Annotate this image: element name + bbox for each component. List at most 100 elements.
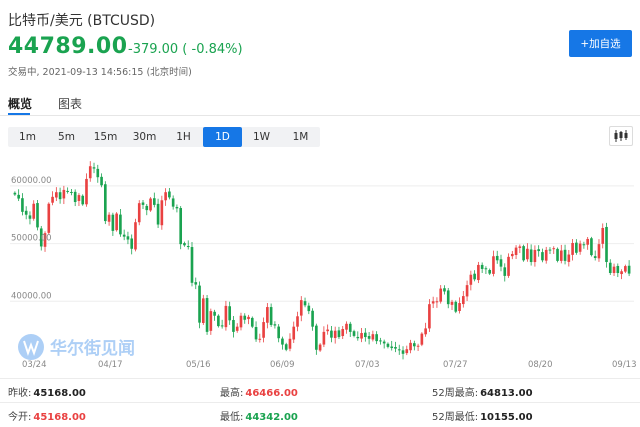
candle-body: [514, 247, 518, 255]
candle-body: [416, 345, 420, 347]
candle-body: [21, 198, 24, 212]
candle-body: [307, 305, 311, 312]
candle-body: [443, 288, 446, 292]
period-15m[interactable]: 15m: [93, 131, 118, 143]
candle-body: [137, 203, 141, 223]
price-change: -379.00 ( -0.84%): [128, 42, 243, 57]
candle-body: [424, 328, 427, 335]
candle-body: [439, 288, 443, 302]
candle-body: [601, 227, 605, 244]
chart-type-button[interactable]: [609, 126, 633, 146]
candle-body: [315, 325, 318, 350]
candle-body: [578, 243, 582, 252]
candle-body: [284, 344, 288, 350]
candle-body: [239, 315, 243, 328]
period-1h[interactable]: 1H: [176, 131, 191, 143]
candle-body: [107, 214, 111, 222]
add-watchlist-button[interactable]: +加自选: [569, 30, 632, 57]
candle-body: [254, 327, 258, 340]
candle-body: [273, 324, 277, 326]
candle-body: [401, 350, 405, 354]
candle-body: [526, 248, 529, 260]
candle-body: [409, 342, 412, 351]
candle-body: [58, 192, 62, 200]
candle-body: [115, 213, 118, 231]
x-tick-label: 07/27: [443, 360, 468, 370]
candle-body: [88, 166, 92, 179]
stat-52w-low: 52周最低: 10155.00: [432, 412, 533, 423]
candle-body: [413, 343, 416, 347]
candle-body: [232, 319, 235, 332]
candle-body: [171, 198, 175, 207]
candle-body: [322, 331, 326, 345]
stat-high: 最高: 46466.00: [220, 388, 298, 399]
candle-body: [582, 244, 586, 246]
candle-body: [66, 190, 69, 192]
period-1m[interactable]: 1m: [19, 131, 36, 143]
x-tick-label: 08/20: [528, 360, 553, 370]
candle-body: [250, 317, 254, 327]
candle-body: [593, 256, 597, 258]
period-1w[interactable]: 1W: [252, 131, 271, 143]
candle-body: [269, 307, 273, 325]
candle-body: [217, 315, 220, 327]
y-tick-label: 50000.00: [11, 234, 52, 244]
candle-body: [375, 334, 378, 342]
watermark-text: 华尔街见闻: [50, 338, 135, 359]
candle-body: [134, 222, 137, 250]
candle-body: [130, 238, 134, 249]
candle-body: [47, 203, 51, 233]
candle-body: [141, 202, 145, 205]
period-1d[interactable]: 1D: [203, 127, 242, 147]
tab-overview[interactable]: 概览: [8, 97, 33, 111]
candle-body: [247, 316, 250, 320]
candle-body: [397, 349, 401, 351]
candle-body: [333, 330, 337, 338]
candle-body: [428, 304, 431, 329]
candle-body: [624, 266, 627, 272]
period-5m[interactable]: 5m: [58, 131, 75, 143]
candle-body: [292, 326, 296, 340]
candle-body: [552, 248, 556, 250]
candle-body: [160, 200, 164, 226]
period-30m[interactable]: 30m: [132, 131, 157, 143]
candle-body: [277, 326, 280, 339]
x-tick-label: 03/24: [22, 360, 47, 370]
candle-body: [186, 245, 190, 248]
current-price: 44789.00: [8, 34, 128, 59]
tab-chart[interactable]: 图表: [58, 97, 83, 111]
candle-body: [345, 323, 348, 330]
period-1mo[interactable]: 1M: [292, 131, 309, 143]
candle-body: [55, 192, 58, 198]
candle-body: [605, 226, 608, 263]
candle-body: [627, 265, 631, 274]
candle-body: [390, 346, 394, 349]
candle-body: [544, 249, 548, 261]
candle-body: [330, 330, 333, 338]
candle-body: [220, 325, 224, 327]
candle-body: [348, 323, 352, 332]
candle-body: [149, 198, 152, 211]
candle-body: [559, 250, 563, 261]
candle-body: [480, 264, 484, 269]
candle-body: [510, 253, 514, 257]
candle-body: [379, 340, 382, 342]
candle-body: [156, 203, 160, 225]
candle-body: [575, 242, 578, 253]
candle-body: [341, 328, 345, 337]
candle-body: [364, 332, 367, 338]
candle-body: [81, 195, 85, 205]
candle-body: [43, 233, 47, 247]
stat-low: 最低: 44342.00: [220, 412, 298, 423]
candle-body: [201, 298, 205, 323]
price-chart[interactable]: 60000.00 50000.00 40000.00 03/24 04/17 05/16…: [0, 155, 640, 370]
candle-body: [488, 270, 492, 274]
candle-body: [586, 238, 589, 245]
candle-body: [152, 198, 156, 205]
candle-body: [73, 191, 77, 203]
candle-body: [281, 338, 284, 345]
x-tick-label: 06/09: [270, 360, 295, 370]
candle-body: [243, 315, 247, 320]
candle-body: [518, 246, 522, 248]
candle-body: [39, 228, 43, 247]
